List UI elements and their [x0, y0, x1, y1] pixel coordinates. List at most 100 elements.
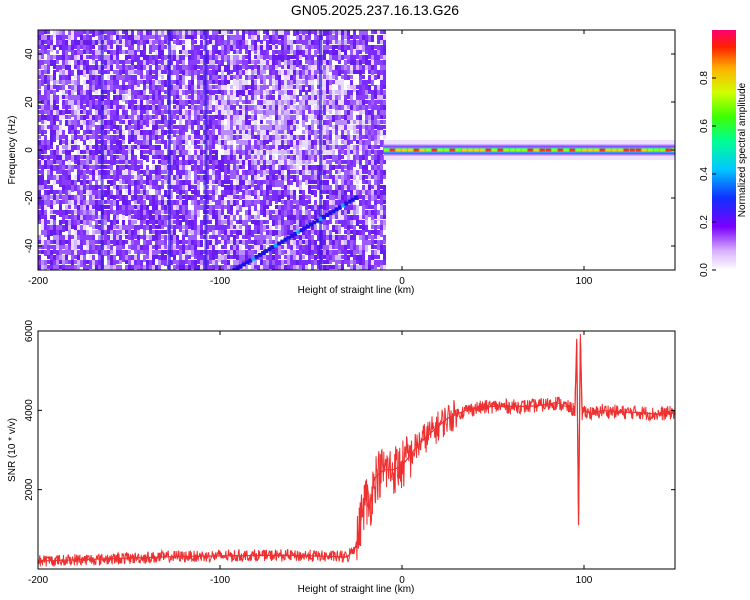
noise-cell — [239, 35, 242, 42]
noise-cell — [152, 40, 155, 47]
noise-cell — [92, 75, 95, 82]
noise-cell — [197, 90, 200, 96]
noise-cell — [134, 130, 137, 135]
noise-cell — [296, 115, 299, 119]
noise-cell — [83, 225, 86, 232]
noise-cell — [158, 105, 161, 111]
noise-cell — [302, 70, 305, 76]
noise-cell — [119, 45, 122, 52]
noise-cell — [65, 115, 68, 119]
noise-cell — [335, 160, 338, 164]
noise-cell — [215, 85, 218, 89]
noise-cell — [134, 205, 137, 209]
noise-cell — [221, 200, 224, 206]
noise-cell — [335, 40, 338, 44]
noise-cell — [227, 155, 230, 162]
noise-cell — [365, 155, 368, 161]
noise-cell — [308, 60, 311, 65]
noise-cell — [383, 60, 386, 67]
noise-cell — [68, 40, 71, 46]
noise-cell — [98, 170, 101, 177]
noise-cell — [209, 200, 212, 204]
noise-cell — [233, 90, 236, 94]
noise-cell — [371, 250, 374, 257]
noise-cell — [224, 100, 227, 107]
noise-cell — [158, 200, 161, 205]
noise-cell — [128, 260, 131, 266]
noise-cell — [212, 255, 215, 260]
noise-cell — [149, 260, 152, 267]
noise-cell — [296, 175, 299, 180]
noise-cell — [209, 155, 212, 160]
noise-cell — [287, 215, 290, 222]
noise-cell — [224, 230, 227, 235]
noise-cell — [350, 50, 353, 56]
noise-cell — [248, 145, 251, 151]
noise-cell — [350, 125, 353, 130]
noise-cell — [308, 220, 311, 224]
noise-cell — [215, 125, 218, 129]
noise-cell — [236, 245, 239, 251]
noise-cell — [116, 200, 119, 205]
noise-cell — [380, 205, 383, 212]
noise-cell — [266, 145, 269, 151]
noise-cell — [164, 110, 167, 114]
noise-cell — [323, 90, 326, 96]
noise-cell — [155, 115, 158, 119]
noise-cell — [83, 135, 86, 140]
noise-cell — [383, 75, 386, 81]
noise-cell — [350, 115, 353, 121]
noise-cell — [290, 75, 293, 80]
noise-cell — [368, 175, 371, 179]
noise-cell — [179, 110, 182, 115]
noise-cell — [164, 70, 167, 74]
noise-cell — [266, 30, 269, 35]
noise-cell — [86, 100, 89, 107]
noise-cell — [164, 180, 167, 184]
noise-cell — [374, 265, 377, 269]
noise-cell — [152, 210, 155, 214]
noise-diagonal — [302, 226, 307, 231]
noise-cell — [272, 75, 275, 79]
noise-cell — [98, 75, 101, 81]
noise-cell — [113, 145, 116, 152]
noise-cell — [191, 180, 194, 185]
noise-cell — [140, 95, 143, 101]
noise-cell — [296, 150, 299, 155]
noise-cell — [182, 65, 185, 70]
noise-cell — [380, 95, 383, 100]
noise-cell — [257, 220, 260, 225]
noise-cell — [50, 265, 53, 270]
carrier-peak — [479, 148, 485, 152]
noise-cell — [335, 165, 338, 169]
noise-cell — [140, 185, 143, 189]
noise-cell — [191, 155, 194, 160]
noise-cell — [134, 160, 137, 165]
noise-cell — [290, 135, 293, 141]
noise-cell — [119, 130, 122, 136]
noise-cell — [86, 90, 89, 97]
noise-cell — [179, 105, 182, 110]
noise-cell — [341, 100, 344, 106]
noise-cell — [65, 40, 68, 46]
noise-cell — [275, 110, 278, 117]
noise-cell — [248, 50, 251, 57]
noise-cell — [206, 80, 209, 87]
noise-cell — [89, 150, 92, 157]
noise-cell — [47, 195, 50, 201]
noise-cell — [116, 110, 119, 117]
noise-cell — [143, 215, 146, 222]
noise-cell — [152, 220, 155, 227]
noise-cell — [182, 115, 185, 119]
noise-cell — [212, 150, 215, 154]
noise-cell — [191, 265, 194, 269]
noise-cell — [278, 210, 281, 216]
noise-cell — [113, 255, 116, 260]
noise-cell — [275, 255, 278, 260]
noise-cell — [149, 200, 152, 206]
noise-cell — [107, 90, 110, 97]
noise-cell — [188, 135, 191, 140]
noise-cell — [98, 45, 101, 50]
noise-cell — [344, 140, 347, 147]
noise-cell — [347, 160, 350, 165]
